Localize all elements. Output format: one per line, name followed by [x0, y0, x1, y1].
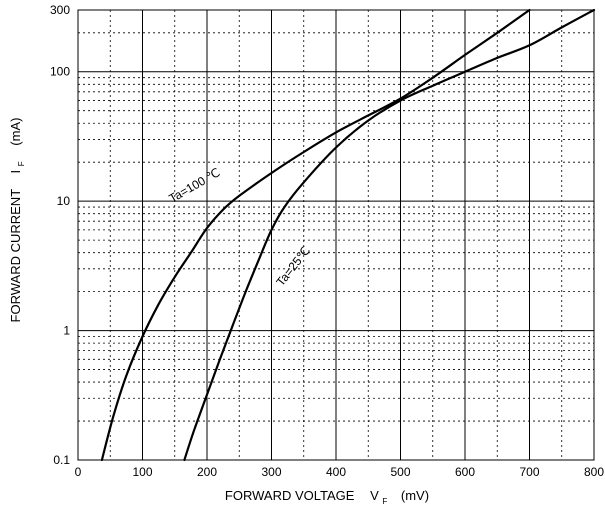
x-axis-unit: (mV) [401, 488, 429, 503]
x-tick-labels: 0 100 200 300 400 500 600 700 800 [75, 465, 605, 479]
y-axis-symbol: I [8, 170, 23, 174]
series-line-ta100 [100, 8, 531, 462]
x-tick-label: 600 [455, 465, 475, 479]
x-tick-label: 200 [197, 465, 217, 479]
y-axis-label: FORWARD CURRENT I F (mA) [8, 118, 27, 323]
y-axis-unit: (mA) [8, 118, 23, 146]
x-tick-label: 700 [519, 465, 539, 479]
x-axis-subscript: F [382, 497, 387, 506]
y-axis-title: FORWARD CURRENT [8, 189, 23, 323]
plot-frame [77, 9, 595, 461]
y-tick-label: 100 [50, 65, 70, 79]
major-grid [78, 10, 594, 460]
x-tick-label: 100 [132, 465, 152, 479]
x-tick-label: 400 [326, 465, 346, 479]
y-tick-label: 0.1 [53, 453, 70, 467]
series-line-ta25 [183, 8, 596, 462]
x-tick-label: 800 [584, 465, 604, 479]
x-axis-symbol: V [370, 488, 379, 503]
y-tick-label: 10 [57, 194, 71, 208]
series-label-ta25: Ta=25℃ [273, 244, 313, 289]
y-tick-label: 300 [50, 3, 70, 17]
y-tick-labels: 0.1 1 10 100 300 [50, 3, 70, 467]
x-tick-label: 500 [390, 465, 410, 479]
y-tick-label: 1 [63, 324, 70, 338]
x-axis-label: FORWARD VOLTAGE V F (mV) [225, 488, 429, 507]
curves [100, 8, 596, 462]
x-axis-title: FORWARD VOLTAGE [225, 488, 355, 503]
x-tick-label: 0 [75, 465, 82, 479]
y-axis-subscript: F [17, 161, 26, 166]
x-tick-label: 300 [261, 465, 281, 479]
